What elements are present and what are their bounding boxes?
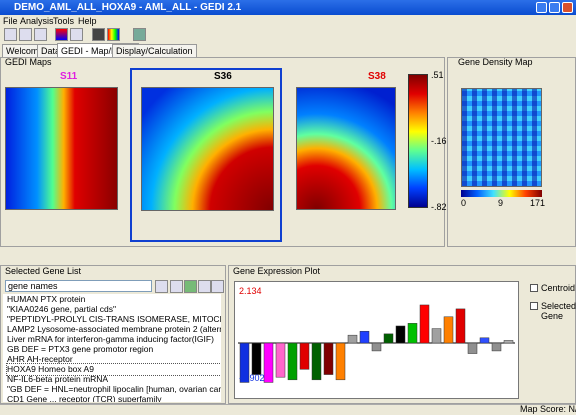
list-tool-button[interactable] [155,280,168,293]
density-tick: 9 [498,198,504,208]
menu-item[interactable]: Tools [53,16,75,26]
density-colorbar [461,190,542,197]
expression-bar [407,323,418,344]
gene-list-item[interactable]: LAMP2 Lysosome-associated membrane prote… [7,324,221,334]
menu-item[interactable]: File [3,16,18,26]
gene-list-item[interactable]: GB DEF = PTX3 gene promotor region [7,344,154,354]
expression-bar [299,342,310,370]
toolbar-button[interactable] [34,28,47,41]
gene-list-item[interactable]: HOXA9 Homeo box A9 [6,363,221,376]
expression-bar [419,304,430,344]
checkbox-label: Selected Gene [541,301,576,321]
colorbar-label: .51 [431,70,444,80]
expression-bar [287,342,298,381]
toolbar-button[interactable] [70,28,83,41]
toolbar-button[interactable] [107,28,120,41]
gene-list-item[interactable]: "GB DEF = HNL=neutrophil lipocalin [huma… [7,384,221,394]
panel-label: Gene Density Map [458,57,533,67]
toolbar-button[interactable] [133,28,146,41]
gene-list-item[interactable]: "KIAA0246 gene, partial cds" [7,304,117,314]
expression-bar [359,330,370,344]
panel-label: GEDI Maps [5,57,52,67]
expression-bar [383,333,394,344]
expression-bar [467,342,478,354]
gene-list-item[interactable]: AHR AH-receptor [7,354,73,364]
expression-plot: 2.134 -1.902 [234,281,519,399]
tab[interactable]: Display/Calculation [112,44,197,58]
toolbar-button[interactable] [55,28,68,41]
expression-bar [335,342,346,381]
list-tool-button[interactable] [198,280,211,293]
list-tool-button[interactable] [184,280,197,293]
toolbar-button[interactable] [19,28,32,41]
gedi-map[interactable] [141,87,274,211]
gedi-map[interactable] [296,87,396,210]
gene-list-item[interactable]: NF-IL6-beta protein mRNA [7,374,109,384]
expression-bar [491,342,502,352]
minimize-button[interactable] [536,2,547,13]
map-title: S36 [214,71,232,82]
expression-bar [395,325,406,344]
expression-bar [311,342,322,381]
checkbox[interactable] [530,302,538,310]
gene-list-item[interactable]: HUMAN PTX protein [7,294,86,304]
gene-list-item[interactable]: "PEPTIDYL-PROLYL CIS-TRANS ISOMERASE, MI… [7,314,221,324]
expression-bar [251,342,262,375]
maximize-button[interactable] [549,2,560,13]
list-tool-button[interactable] [170,280,183,293]
colorbar-label: -.82 [431,202,447,212]
expression-bar [455,308,466,344]
expression-bar [503,340,514,344]
map-title: S11 [60,71,78,82]
expression-bar [347,334,358,344]
menu-item[interactable]: Help [78,16,97,26]
title-bar: DEMO_AML_ALL_HOXA9 - AML_ALL - GEDI 2.1 [0,0,576,15]
colorbar [408,74,428,208]
gene-list-item[interactable]: CD1 Gene ... receptor (TCR) superfamily [7,394,162,402]
panel-label: Gene Expression Plot [233,266,321,276]
gene-list: HUMAN PTX protein "KIAA0246 gene, partial… [3,294,221,402]
expression-bar [323,342,334,375]
status-bar [0,404,576,415]
menu-item[interactable]: Analysis [20,16,54,26]
colorbar-label: -.16 [431,136,447,146]
window-title: DEMO_AML_ALL_HOXA9 - AML_ALL - GEDI 2.1 [14,2,242,13]
max-label: 2.134 [239,286,262,296]
checkbox[interactable] [530,284,538,292]
gene-list-item[interactable]: Liver mRNA for interferon-gamma inducing… [7,334,214,344]
checkbox-label: Centroid [541,283,576,293]
expression-bar [263,342,274,383]
list-tool-button[interactable] [211,280,224,293]
plot-frame [234,281,519,399]
expression-bar [443,316,454,344]
close-button[interactable] [562,2,573,13]
expression-bar [431,328,442,344]
expression-bar [479,337,490,344]
density-map [461,88,542,187]
min-label: -1.902 [239,373,265,383]
toolbar-button[interactable] [4,28,17,41]
panel-label: Selected Gene List [5,266,82,276]
expression-bar [239,342,250,383]
density-tick: 0 [461,198,467,208]
density-tick: 171 [530,198,546,208]
toolbar-button[interactable] [92,28,105,41]
expression-bar [275,342,286,378]
search-input[interactable]: gene names [5,280,152,292]
selected-map-frame [130,68,282,242]
status-text: Map Score: N/A [520,404,576,414]
map-title: S38 [368,71,386,82]
expression-bar [371,342,382,352]
gedi-map[interactable] [5,87,118,210]
